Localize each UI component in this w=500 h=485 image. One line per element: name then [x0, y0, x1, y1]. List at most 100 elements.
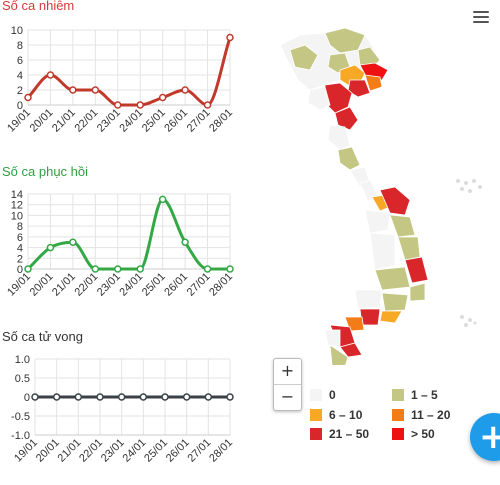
legend-swatch — [310, 409, 322, 421]
y-tick-label: 10 — [11, 25, 23, 37]
data-point[interactable] — [226, 265, 234, 273]
y-tick-label: 0 — [17, 264, 23, 276]
data-point[interactable] — [158, 195, 167, 204]
legend-label: > 50 — [411, 427, 435, 441]
x-tick-label: 21/01 — [50, 271, 78, 299]
x-tick-label: 19/01 — [5, 271, 33, 299]
chart-title-deaths: Số ca tử vong — [2, 329, 83, 344]
data-point[interactable] — [91, 265, 100, 273]
data-point[interactable] — [74, 393, 83, 401]
data-point[interactable] — [226, 393, 234, 401]
x-tick-label: 23/01 — [99, 437, 127, 465]
chart-title-infected: Số ca nhiễm — [2, 0, 75, 13]
zoom-control: + − — [273, 358, 302, 411]
y-tick-label: 10 — [11, 210, 23, 222]
map-region — [337, 146, 361, 171]
x-tick-label: 27/01 — [186, 437, 214, 465]
data-point[interactable] — [158, 93, 167, 102]
x-tick-label: 26/01 — [162, 107, 190, 135]
data-point[interactable] — [69, 86, 77, 94]
y-tick-label: 2 — [17, 253, 23, 265]
zoom-in-button[interactable]: + — [274, 359, 301, 385]
series-line — [26, 37, 232, 107]
map-region — [347, 79, 371, 98]
x-tick-label: 27/01 — [185, 271, 213, 299]
x-tick-label: 20/01 — [28, 271, 56, 299]
data-point[interactable] — [181, 86, 189, 94]
legend-label: 21 – 50 — [329, 427, 370, 441]
zoom-out-button[interactable]: − — [280, 387, 295, 406]
data-point[interactable] — [136, 265, 144, 273]
y-tick-label: 4 — [17, 243, 23, 255]
legend-label: 0 — [329, 388, 336, 402]
menu-icon[interactable] — [473, 11, 489, 25]
data-point[interactable] — [46, 243, 55, 252]
map-region — [381, 292, 409, 312]
legend-label: 11 – 20 — [411, 408, 451, 422]
add-fab-button[interactable]: + — [470, 413, 500, 461]
data-point[interactable] — [31, 393, 39, 401]
data-point[interactable] — [96, 393, 104, 401]
y-tick-label: -0.5 — [11, 411, 30, 423]
y-tick-label: 1.0 — [15, 354, 30, 366]
data-point[interactable] — [24, 265, 32, 273]
legend-swatch — [392, 428, 404, 440]
y-tick-label: 0 — [24, 392, 30, 404]
x-tick-label: 24/01 — [117, 107, 145, 135]
map-region — [307, 86, 331, 111]
data-point[interactable] — [136, 101, 144, 109]
y-tick-label: 12 — [11, 200, 23, 212]
map-region — [409, 282, 426, 302]
data-point[interactable] — [114, 101, 122, 109]
x-tick-label: 26/01 — [164, 437, 192, 465]
map-region — [364, 74, 383, 92]
legend-swatch — [392, 389, 404, 401]
data-point[interactable] — [181, 238, 189, 246]
infected-chart: 0 2 4 6 8 10 19/0120/0121/0122/0123/0124/0125/… — [5, 25, 235, 135]
y-tick-label: 6 — [17, 232, 23, 244]
data-point[interactable] — [117, 393, 126, 401]
legend-item: 21 – 50 — [310, 427, 369, 441]
map-region — [404, 256, 429, 284]
data-point[interactable] — [46, 71, 55, 79]
data-point[interactable] — [114, 265, 122, 273]
map-region — [334, 106, 359, 131]
series-line — [26, 197, 230, 271]
legend-label: 6 – 10 — [329, 408, 363, 422]
legend-label: 1 – 5 — [411, 388, 438, 402]
map-region — [327, 124, 351, 151]
y-tick-label: 0 — [17, 100, 23, 112]
y-tick-label: 2 — [17, 85, 23, 97]
legend-item: 1 – 5 — [392, 388, 438, 402]
map-region — [339, 342, 363, 358]
y-tick-label: -1.0 — [11, 430, 30, 442]
data-point[interactable] — [91, 86, 100, 94]
legend-swatch — [310, 428, 322, 440]
data-point[interactable] — [204, 393, 213, 401]
data-point[interactable] — [203, 265, 212, 273]
data-point[interactable] — [139, 393, 148, 401]
map-region — [374, 266, 411, 291]
data-point[interactable] — [69, 238, 77, 246]
legend-item: > 50 — [392, 427, 435, 441]
x-tick-label: 25/01 — [140, 107, 168, 135]
x-tick-label: 24/01 — [117, 271, 145, 299]
deaths-chart: -1.0-0.500.51.019/0120/0121/0122/0123/01… — [11, 354, 235, 465]
map-region — [354, 289, 383, 310]
x-tick-label: 20/01 — [28, 107, 56, 135]
legend-swatch — [392, 409, 404, 421]
data-point[interactable] — [52, 393, 61, 401]
x-tick-label: 26/01 — [162, 271, 190, 299]
map-region — [397, 236, 421, 261]
map-region — [289, 44, 319, 71]
data-point[interactable] — [182, 393, 191, 401]
data-point[interactable] — [161, 393, 169, 401]
y-tick-label: 8 — [17, 221, 23, 233]
x-tick-label: 28/01 — [207, 437, 235, 465]
data-point[interactable] — [203, 101, 212, 109]
map-region — [324, 329, 341, 348]
data-point[interactable] — [24, 93, 32, 102]
y-tick-label: 8 — [17, 40, 23, 52]
data-point[interactable] — [226, 33, 234, 42]
